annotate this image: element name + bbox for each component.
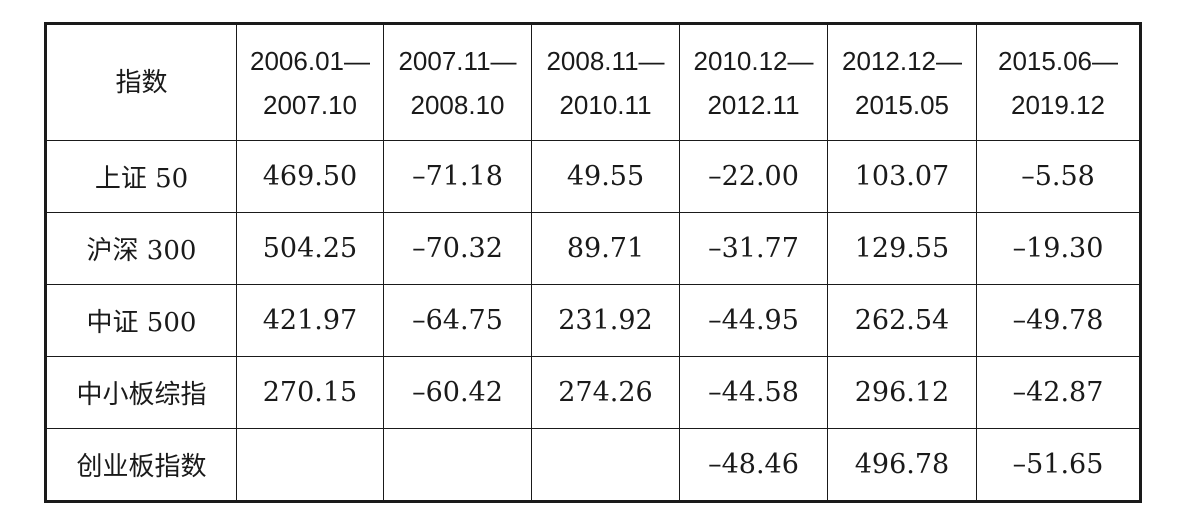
value-cell: –71.18 [383,140,532,213]
value-cell: –22.00 [679,140,828,213]
value-cell: –31.77 [679,212,828,285]
header-cell: 2015.06— 2019.12 [976,23,1141,141]
value-cell: 270.15 [236,356,384,429]
value-cell: 296.12 [827,356,977,429]
value-cell: –44.58 [679,356,828,429]
value-cell: 129.55 [827,212,977,285]
header-cell: 2006.01— 2007.10 [236,23,384,141]
value-cell: 421.97 [236,284,384,357]
header-cell: 2010.12— 2012.11 [679,23,828,141]
row-label: 沪深 300 [45,212,237,285]
row-label: 上证 50 [45,140,237,213]
value-cell: 103.07 [827,140,977,213]
table-row: 中小板综指 270.15 –60.42 274.26 –44.58 296.12 –42.8… [45,356,1141,429]
header-cell: 2007.11— 2008.10 [383,23,532,141]
header-line: 2006.01— [250,45,370,76]
value-cell: –51.65 [976,428,1141,502]
value-cell: –5.58 [976,140,1141,213]
header-cell: 指数 [45,23,237,141]
header-cell: 2008.11— 2010.11 [531,23,680,141]
header-line: 2007.10 [263,89,357,120]
value-cell: 274.26 [531,356,680,429]
value-cell: 89.71 [531,212,680,285]
index-table: 指数 2006.01— 2007.10 2007.11— 2008.10 2008.11—… [44,22,1142,503]
value-cell: –48.46 [679,428,828,502]
row-label: 中证 500 [45,284,237,357]
row-label: 创业板指数 [45,428,237,502]
header-row: 指数 2006.01— 2007.10 2007.11— 2008.10 2008.11—… [45,23,1141,141]
value-cell: 49.55 [531,140,680,213]
header-line: 2019.12 [1011,89,1105,120]
value-cell: 504.25 [236,212,384,285]
value-cell: –60.42 [383,356,532,429]
header-cell: 2012.12— 2015.05 [827,23,977,141]
value-cell: –42.87 [976,356,1141,429]
value-cell: 469.50 [236,140,384,213]
header-line: 2008.11— [546,45,665,76]
value-cell [236,428,384,502]
value-cell: –49.78 [976,284,1141,357]
value-cell: 496.78 [827,428,977,502]
header-line: 2007.11— [398,45,517,76]
table-body: 上证 50 469.50 –71.18 49.55 –22.00 103.07 –5.58 沪… [45,140,1141,502]
table-row: 上证 50 469.50 –71.18 49.55 –22.00 103.07 –5.58 [45,140,1141,213]
header-line: 2015.05 [855,89,949,120]
row-label: 中小板综指 [45,356,237,429]
value-cell: –64.75 [383,284,532,357]
value-cell: –70.32 [383,212,532,285]
value-cell: 231.92 [531,284,680,357]
table-row: 沪深 300 504.25 –70.32 89.71 –31.77 129.55 –19.3… [45,212,1141,285]
header-line: 2010.11 [559,89,652,120]
header-line: 2008.10 [410,89,505,120]
header-line: 2010.12— [693,45,814,76]
header-line: 2012.12— [842,45,962,76]
header-line: 2015.06— [998,45,1118,76]
value-cell: –19.30 [976,212,1141,285]
header-line: 2012.11 [707,89,800,120]
value-cell: 262.54 [827,284,977,357]
value-cell [383,428,532,502]
table-head: 指数 2006.01— 2007.10 2007.11— 2008.10 2008.11—… [45,23,1141,141]
value-cell [531,428,680,502]
value-cell: –44.95 [679,284,828,357]
table-row: 创业板指数 –48.46 496.78 –51.65 [45,428,1141,502]
table-row: 中证 500 421.97 –64.75 231.92 –44.95 262.54 –49.… [45,284,1141,357]
